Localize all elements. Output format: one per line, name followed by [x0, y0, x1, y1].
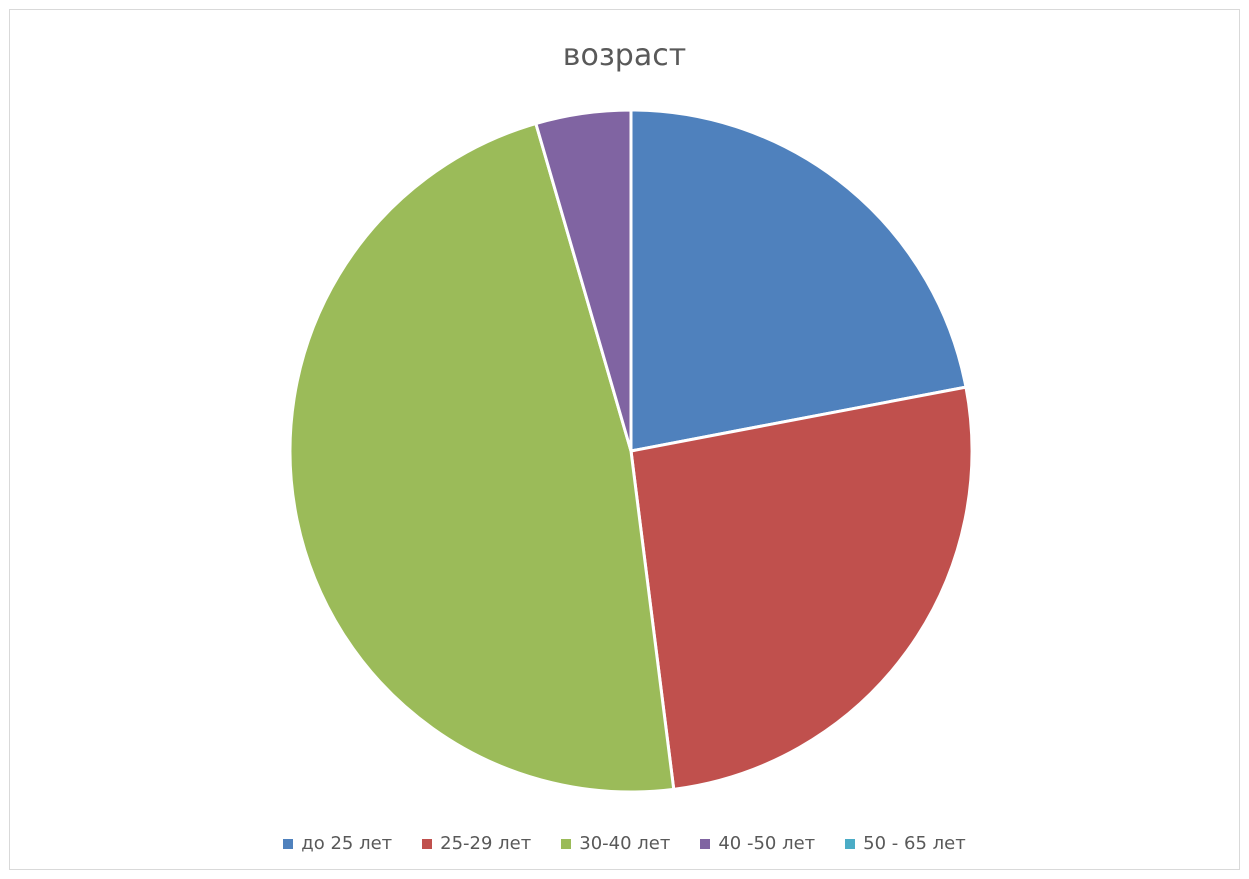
chart-title: возраст — [562, 38, 687, 73]
pie-slice-3 — [288, 122, 676, 794]
legend-item-4: 40 -50 лет — [700, 833, 815, 854]
legend-swatch — [422, 838, 433, 849]
legend-item-3: 30-40 лет — [561, 833, 670, 854]
pie-slice-1 — [629, 108, 968, 453]
legend-item-5: 50 - 65 лет — [845, 833, 966, 854]
legend-item-2: 25-29 лет — [422, 833, 531, 854]
legend-swatch — [561, 838, 572, 849]
legend-swatch — [700, 838, 711, 849]
legend-label: до 25 лет — [301, 833, 393, 854]
legend-label: 40 -50 лет — [718, 833, 816, 854]
pie-slice-2 — [629, 385, 974, 791]
chart-legend: до 25 лет 25-29 лет 30-40 лет 40 -50 лет 50 … — [0, 833, 1249, 854]
legend-swatch — [845, 838, 856, 849]
legend-label: 30-40 лет — [579, 833, 671, 854]
legend-item-1: до 25 лет — [283, 833, 392, 854]
pie-slice-4 — [534, 108, 633, 453]
legend-label: 25-29 лет — [440, 833, 532, 854]
legend-label: 50 - 65 лет — [863, 833, 966, 854]
legend-swatch — [283, 838, 294, 849]
